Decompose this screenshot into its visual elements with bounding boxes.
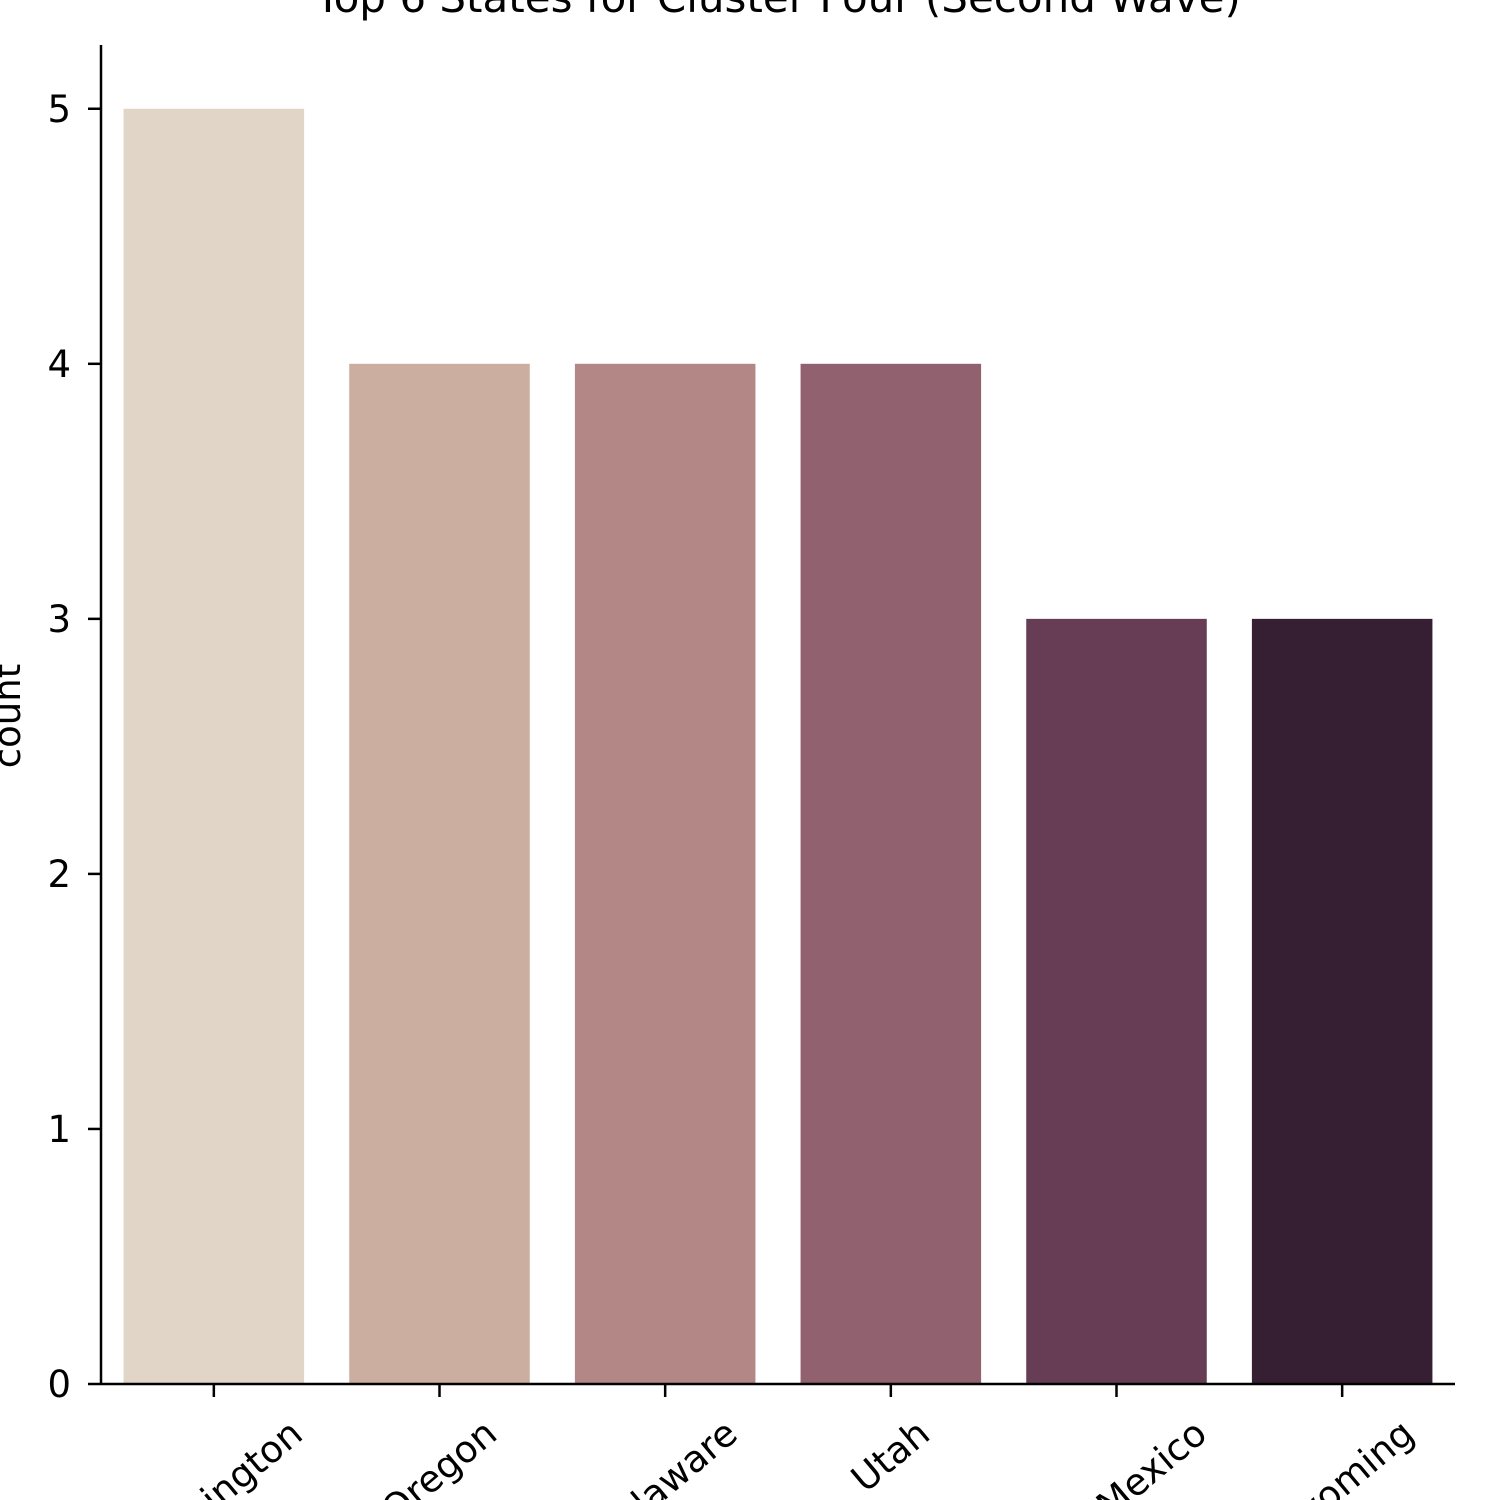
x-tick-label: New Mexico bbox=[1017, 1411, 1214, 1500]
bar bbox=[1251, 618, 1433, 1384]
chart-title: Top 6 States for Cluster Four (Second Wa… bbox=[314, 0, 1241, 22]
x-tick-label: Washington bbox=[116, 1411, 310, 1500]
bar bbox=[123, 108, 305, 1384]
y-tick-label: 5 bbox=[47, 88, 71, 131]
bar bbox=[349, 363, 530, 1384]
y-axis-label: count bbox=[0, 664, 29, 768]
y-tick-label: 2 bbox=[47, 853, 71, 896]
y-tick-label: 0 bbox=[47, 1363, 71, 1406]
x-tick-label: Oregon bbox=[373, 1411, 505, 1500]
bar bbox=[800, 363, 982, 1384]
y-tick-label: 3 bbox=[47, 598, 71, 641]
x-tick-label: Delaware bbox=[584, 1411, 745, 1500]
y-tick-label: 4 bbox=[47, 343, 71, 386]
bar bbox=[574, 363, 756, 1384]
y-tick-label: 1 bbox=[47, 1108, 71, 1151]
x-tick-label: Utah bbox=[843, 1411, 938, 1500]
x-tick-label: Wyoming bbox=[1261, 1411, 1422, 1500]
bar bbox=[1026, 618, 1207, 1384]
